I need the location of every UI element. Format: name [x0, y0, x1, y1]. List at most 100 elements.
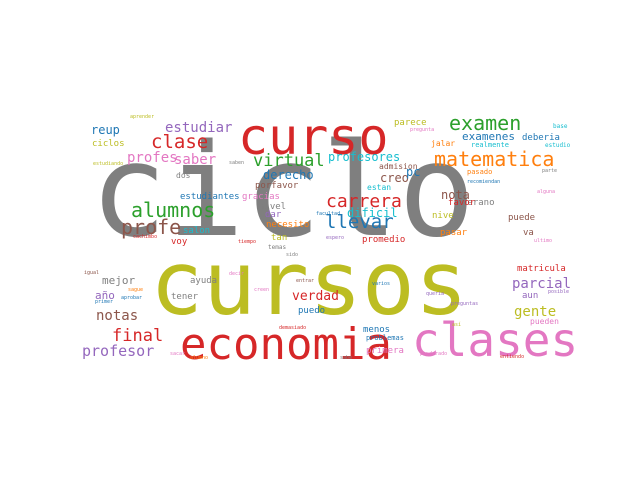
- word-estan: estan: [367, 183, 392, 192]
- word-recomiendan: recomiendan: [467, 179, 501, 185]
- word-verdad: verdad: [292, 289, 339, 304]
- word-profesor: profesor: [82, 342, 155, 360]
- word-nive: nive: [432, 211, 454, 221]
- word-sacar: sacar: [170, 351, 186, 357]
- word-parece: parece: [394, 118, 427, 128]
- word-tener: tener: [171, 292, 199, 302]
- word-examen: examen: [449, 111, 522, 135]
- word-decir: decir: [229, 271, 245, 277]
- word-jalar: jalar: [431, 139, 456, 148]
- word-dar: dar: [265, 210, 282, 220]
- word-aprobar: aprobar: [121, 295, 143, 301]
- word-alumno: alumno: [190, 355, 209, 361]
- word-igual: igual: [84, 270, 100, 276]
- word-nota: nota: [441, 188, 470, 202]
- word-pasado: pasado: [467, 168, 493, 176]
- word-nivel: nivel: [259, 202, 287, 212]
- word-primera: primera: [366, 346, 404, 356]
- word-promedio: promedio: [362, 235, 406, 245]
- word-sabe: sabe: [340, 355, 353, 361]
- word-matricula: matricula: [517, 264, 566, 274]
- word-clases: clases: [412, 313, 579, 367]
- word-sido: sido: [286, 252, 299, 258]
- word-cursos: cursos: [150, 232, 468, 335]
- word-alumnos: alumnos: [131, 198, 216, 222]
- word-pueden: pueden: [530, 317, 559, 326]
- word-matematica: matematica: [434, 147, 555, 171]
- word-ultimo: ultimo: [534, 238, 553, 244]
- word-gracias: gracias: [242, 192, 280, 202]
- word-ayuda: ayuda: [190, 276, 218, 286]
- word-dos: dos: [176, 171, 191, 180]
- word-favor: favor: [448, 198, 476, 208]
- word-saben: saben: [229, 160, 245, 166]
- word-gente: gente: [514, 304, 557, 320]
- word-espero: espero: [326, 235, 345, 241]
- word-mejor: mejor: [102, 274, 136, 287]
- word-sague: sague: [128, 287, 144, 293]
- word-base: base: [553, 123, 568, 130]
- word-aprender: aprender: [130, 114, 155, 120]
- word-salon: salon: [183, 226, 211, 236]
- word-ciclo: ciclo: [90, 117, 476, 266]
- word-entrar: entrar: [296, 278, 315, 284]
- word-primer: primer: [95, 299, 114, 305]
- word-preguntas: preguntas: [451, 301, 479, 307]
- word-profesores: profesores: [328, 150, 401, 164]
- word-entiendo: entiendo: [500, 354, 525, 360]
- word-reup: reup: [91, 123, 120, 137]
- word-llevar: llevar: [325, 211, 394, 233]
- word-va: va: [523, 228, 534, 238]
- word-estudio: estudio: [545, 142, 571, 149]
- word-necesito: necesito: [266, 220, 310, 230]
- word-dificil: dificil: [347, 206, 398, 220]
- word-queria: quería: [426, 291, 445, 297]
- word-facultad: facultad: [316, 211, 341, 217]
- word-final: final: [112, 326, 164, 346]
- word-tiempo: tiempo: [238, 239, 257, 245]
- word-creen: creen: [254, 287, 270, 293]
- word-menos: menos: [363, 325, 391, 335]
- word-ciclos: ciclos: [92, 139, 125, 149]
- word-problemas: problemas: [366, 334, 404, 342]
- word-ano: año: [95, 289, 115, 302]
- word-ponderado: ponderado: [420, 351, 448, 357]
- word-verano: verano: [462, 198, 495, 208]
- word-estudiando: estudiando: [93, 161, 124, 167]
- word-tan: tan: [271, 233, 288, 243]
- word-estudiantes: estudiantes: [180, 192, 240, 202]
- word-posible: posible: [548, 289, 570, 295]
- word-creo: creo: [380, 171, 409, 185]
- word-deberia: deberia: [522, 133, 560, 143]
- word-pregunta: pregunta: [410, 127, 435, 133]
- word-carrera: carrera: [326, 191, 402, 212]
- word-estudiar: estudiar: [165, 120, 233, 136]
- word-puede: puede: [508, 213, 536, 223]
- word-curso: curso: [238, 108, 389, 166]
- word-notas: notas: [96, 308, 139, 324]
- word-saber: saber: [174, 152, 217, 168]
- word-voy: voy: [171, 237, 188, 247]
- word-parte: parte: [542, 168, 558, 174]
- word-profes: profes: [127, 150, 178, 166]
- word-parcial: parcial: [512, 276, 572, 292]
- word-porfavor: porfavor: [255, 181, 299, 191]
- word-cachimbo: cachimbo: [133, 234, 158, 240]
- word-alguna: alguna: [537, 189, 556, 195]
- word-derecho: derecho: [263, 168, 314, 182]
- word-puedo: puedo: [298, 306, 326, 316]
- word-admision: admision: [379, 162, 418, 171]
- word-aun: aun: [522, 291, 539, 301]
- word-profe: profe: [121, 215, 182, 239]
- word-temas: temas: [268, 244, 287, 251]
- word-pc: pc: [406, 165, 421, 179]
- word-asi: así: [452, 322, 462, 328]
- word-varios: varios: [372, 281, 391, 287]
- word-realmente: realmente: [471, 141, 509, 149]
- word-pasar: pasar: [440, 228, 468, 238]
- word-examenes: examenes: [462, 130, 515, 143]
- word-virtual: virtual: [253, 151, 325, 171]
- word-economia: economia: [180, 319, 392, 370]
- word-demasiado: demasiado: [279, 325, 307, 331]
